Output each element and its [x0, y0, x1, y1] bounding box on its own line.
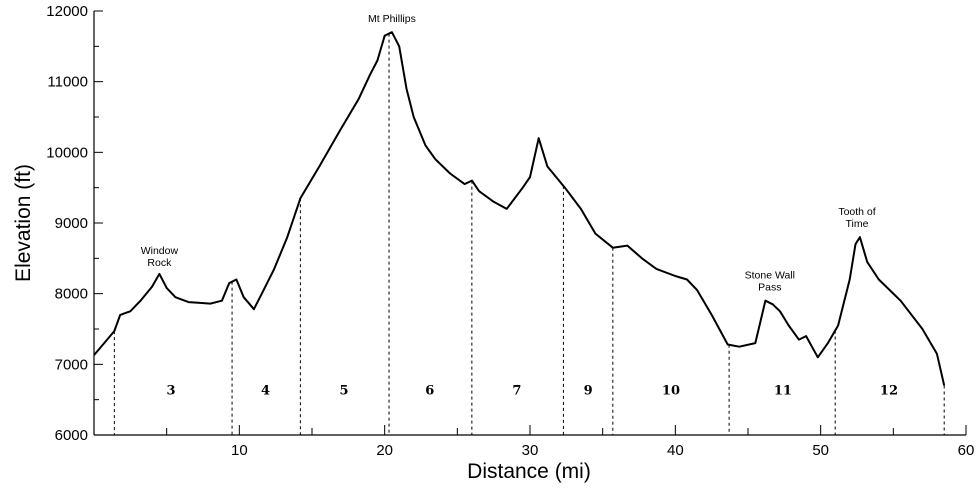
y-tick-label: 6000	[55, 427, 88, 444]
axes	[93, 11, 966, 436]
x-tick-label: 40	[667, 442, 684, 459]
peak-annotation: Pass	[758, 282, 781, 294]
segment-label: 10	[662, 384, 680, 399]
peak-annotation: Stone Wall	[745, 270, 795, 282]
segment-label: 9	[584, 384, 593, 399]
y-tick-label: 12000	[46, 3, 88, 20]
segment-label: 6	[425, 384, 434, 399]
segment-label: 3	[167, 384, 176, 399]
segment-label: 4	[261, 384, 270, 399]
peak-annotation: Tooth of	[838, 206, 875, 218]
segment-label: 11	[774, 384, 792, 399]
y-tick-label: 9000	[55, 215, 88, 232]
peak-annotation: Time	[846, 218, 869, 230]
peak-annotation: Rock	[147, 257, 172, 269]
y-tick-label: 8000	[55, 286, 88, 303]
elevation-line	[93, 31, 946, 386]
x-tick-label: 60	[958, 442, 975, 459]
x-tick-label: 10	[231, 442, 248, 459]
x-tick-label: 20	[376, 442, 393, 459]
y-tick-label: 11000	[47, 74, 88, 91]
y-tick-label: 10000	[46, 144, 88, 161]
ticks: 6000 7000 8000 9000 10000 11000 12000 10 20 30 40 5…	[46, 3, 974, 459]
peak-annotation: Mt Phillips	[368, 13, 416, 25]
segment-label: 7	[512, 384, 521, 399]
x-axis-title: Distance (mi)	[467, 460, 591, 483]
segment-boundaries	[113, 33, 945, 435]
x-tick-label: 50	[812, 442, 829, 459]
segment-label: 12	[880, 384, 898, 399]
segment-label: 5	[339, 384, 348, 399]
y-tick-label: 7000	[55, 356, 88, 373]
peak-annotation: Window	[141, 245, 179, 257]
y-axis-title: Elevation (ft)	[12, 164, 35, 282]
x-tick-label: 30	[522, 442, 539, 459]
